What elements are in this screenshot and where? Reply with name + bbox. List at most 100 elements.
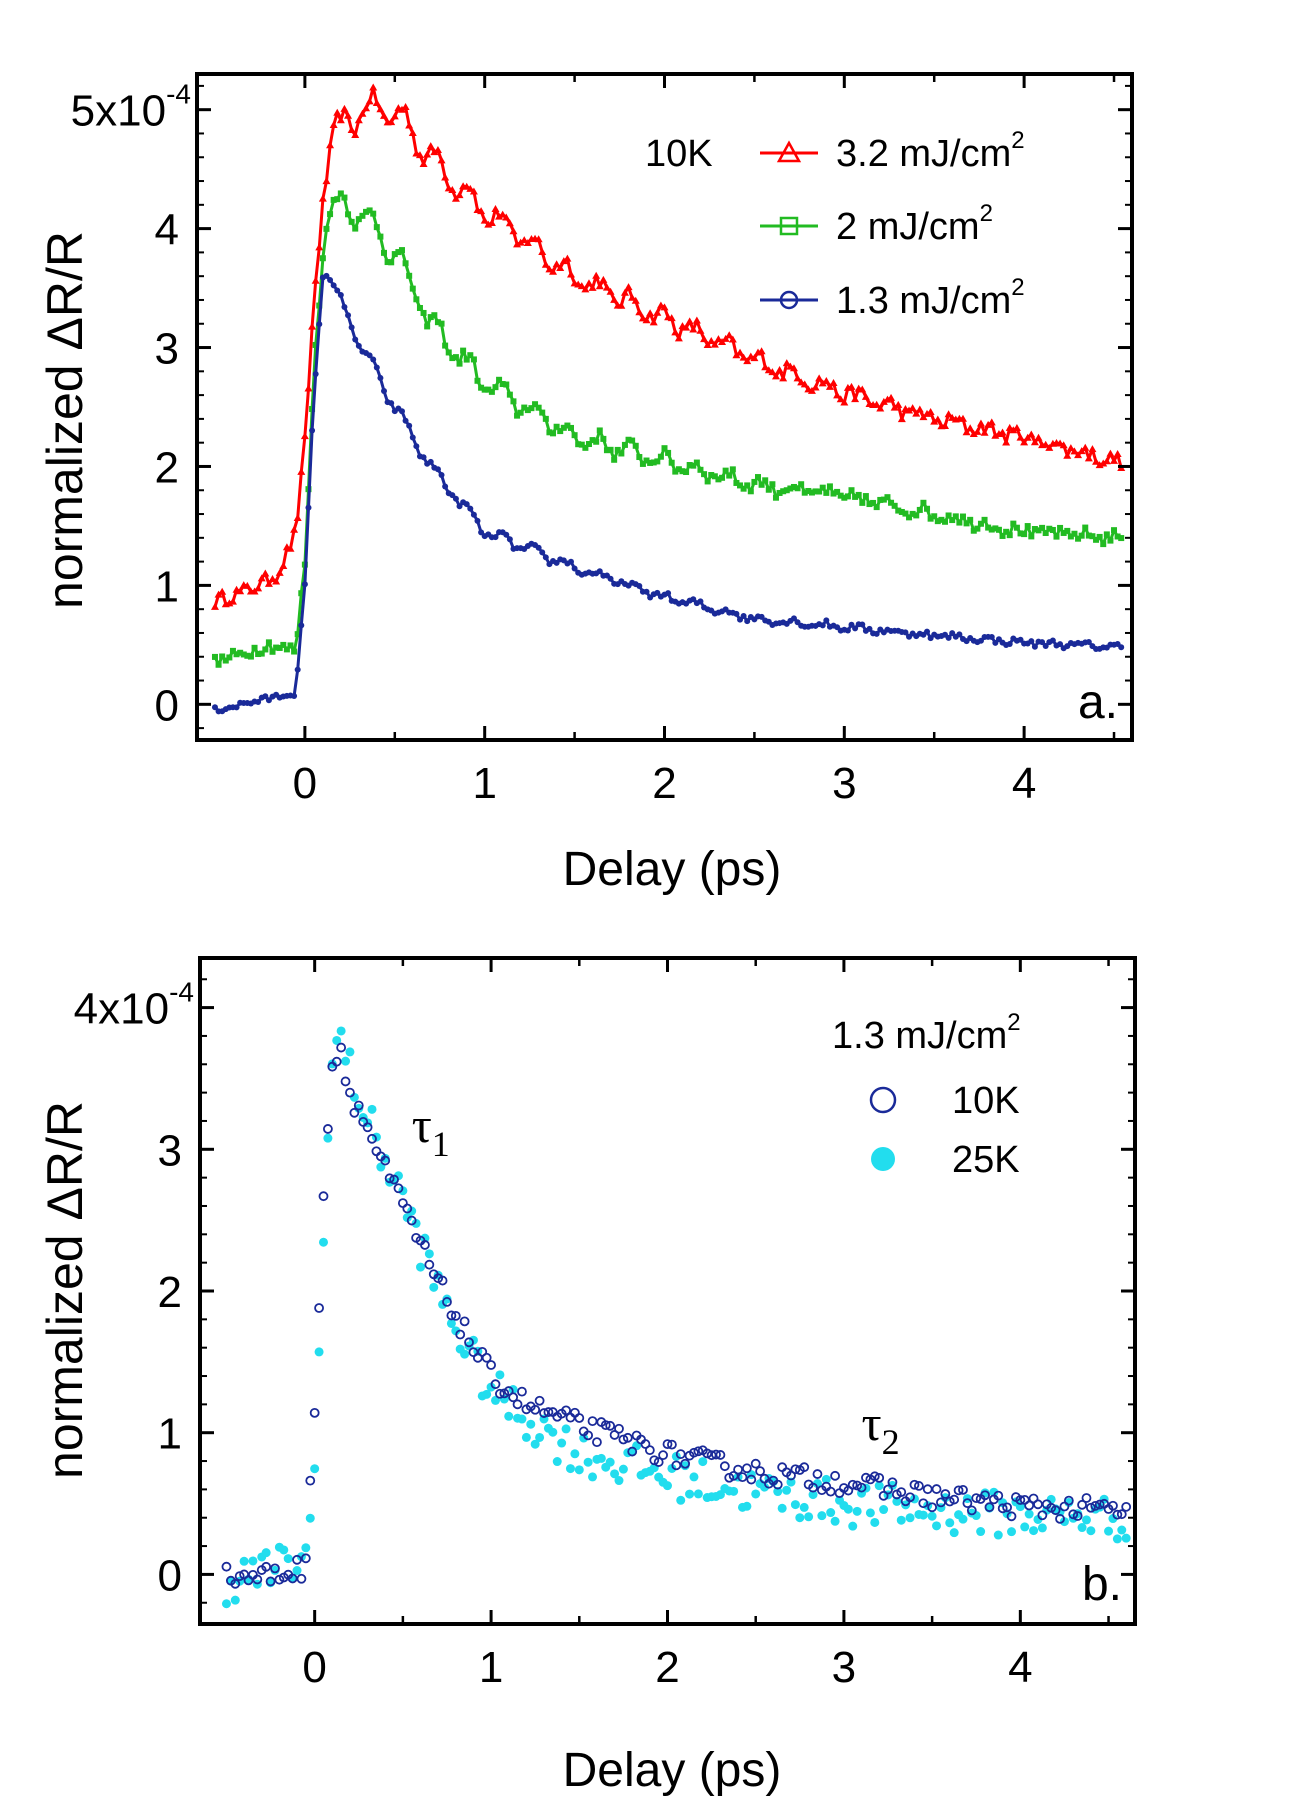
panel-b-series-0-point — [389, 1174, 399, 1185]
panel-a-series-1-point — [560, 424, 567, 431]
panel-b-series-1-point — [490, 1395, 500, 1405]
panel-a-series-0-point — [358, 109, 367, 117]
panel-a-series-2-point — [438, 471, 445, 478]
panel-a-series-0-point — [315, 243, 324, 251]
panel-a-series-1-point — [1075, 535, 1082, 542]
panel-b-series-0-point — [790, 1464, 801, 1475]
panel-a-series-1-point — [1021, 531, 1028, 538]
panel-b-series-0-point — [772, 1479, 783, 1490]
panel-a-series-1-point — [977, 520, 984, 527]
panel-a-series-1-point — [521, 404, 528, 411]
panel-a-series-0-point — [602, 283, 611, 291]
panel-a-series-1-point — [755, 474, 761, 481]
panel-a-series-1-point — [639, 460, 646, 467]
panel-b-series-0-point — [406, 1215, 417, 1226]
panel-b-series-0-point — [913, 1481, 924, 1491]
panel-a-series-1-point — [496, 376, 503, 383]
panel-a-series-1-point — [470, 356, 477, 363]
panel-b-series-0-point — [1037, 1510, 1048, 1521]
panel-a-series-0 — [210, 83, 1126, 610]
panel-b-series-0-point — [450, 1310, 461, 1321]
panel-b-series-1-point — [685, 1489, 695, 1499]
panel-a-series-2-point — [945, 634, 952, 641]
panel-a-series-1-point — [1111, 527, 1118, 534]
panel-a-series-0-point — [631, 296, 640, 304]
panel-b-series-1-point — [689, 1472, 699, 1482]
panel-a-series-0-point — [466, 184, 475, 192]
panel-a-series-1-point — [672, 468, 679, 475]
panel-b-series-1-point — [949, 1528, 959, 1538]
panel-a-series-1-point — [614, 446, 621, 453]
panel-a-series-1-point — [1010, 520, 1017, 527]
panel-a-series-0-point — [297, 467, 306, 475]
panel-a-series-1-point — [413, 296, 420, 303]
panel-b-series-0-point — [618, 1434, 629, 1445]
panel-b-ytick-label-2: 2 — [158, 1268, 182, 1317]
panel-b-series-0-point — [592, 1437, 602, 1448]
panel-a-series-1-point — [359, 212, 366, 219]
panel-a-series-2-point — [643, 588, 650, 595]
panel-a-series-1-point — [729, 466, 736, 473]
panel-b-series-0-point — [345, 1087, 355, 1098]
panel-a-xtick-label-4: 4 — [1012, 759, 1036, 808]
panel-a-series-0-point — [495, 212, 504, 220]
panel-a-series-1-point — [388, 259, 395, 266]
panel-a-series-1-point — [862, 493, 869, 500]
panel-b-series-0-point — [693, 1446, 704, 1457]
panel-b-series-1-point — [1121, 1533, 1131, 1543]
panel-a-series-1-point — [596, 427, 603, 434]
panel-a-series-0-point — [408, 128, 417, 136]
panel-a-series-0-point — [308, 322, 317, 330]
panel-a-series-2 — [211, 272, 1125, 715]
panel-a-series-1-point — [693, 459, 700, 466]
panel-a-series-1-point — [568, 424, 574, 431]
panel-a-series-1-point — [298, 590, 305, 597]
panel-b-series-1-point — [557, 1438, 567, 1448]
panel-a-series-2-point — [1028, 638, 1035, 645]
panel-a-series-0-point — [1012, 423, 1021, 431]
panel-b-series-1-point — [341, 1056, 351, 1066]
panel-b-series-1-point — [349, 1092, 359, 1102]
panel-a-series-1-point — [737, 482, 744, 489]
panel-a-series-1-point — [1035, 527, 1042, 534]
panel-a-series-1-point — [643, 457, 650, 464]
panel-b-series-0-point — [1112, 1509, 1123, 1520]
panel-b-series-1-point — [958, 1514, 968, 1524]
panel-a-series-0-point — [757, 347, 766, 355]
panel-a-series-0-point — [879, 397, 888, 405]
panel-a-series-1-point — [657, 453, 664, 460]
panel-a-series-1-point — [456, 360, 463, 367]
panel-b-series-0-point — [883, 1484, 893, 1495]
panel-b-series-0-point — [869, 1471, 880, 1482]
panel-b-series-1-point — [393, 1171, 403, 1181]
panel-b-series-1-point — [1029, 1526, 1039, 1536]
panel-b-series-1-point — [318, 1237, 328, 1247]
panel-b-series-0-point — [1072, 1511, 1083, 1521]
panel-a-series-0-point — [509, 227, 518, 235]
panel-a-series-1-point — [776, 489, 783, 496]
panel-a-series-0-point — [1030, 438, 1039, 446]
panel-b-series-0-point — [847, 1479, 858, 1490]
panel-a-series-0-point — [505, 219, 514, 227]
panel-b-series-1-point — [1086, 1526, 1096, 1536]
panel-a-series-1-point — [621, 441, 628, 448]
panel-a-series-1-point — [837, 492, 844, 499]
panel-a-series-0-point — [958, 414, 967, 422]
panel-b-series-0-point — [918, 1498, 929, 1509]
panel-a-series-0-point — [822, 377, 831, 385]
panel-a-series-1-point — [762, 477, 769, 484]
panel-a-series-0-point — [933, 415, 942, 423]
panel-a-series-0-point — [380, 111, 388, 119]
panel-b-annotation-1: τ2 — [862, 1395, 900, 1462]
panel-a-series-2-point — [467, 505, 474, 512]
panel-a-series-0-point — [264, 579, 273, 587]
panel-a-series-1-point — [460, 347, 467, 354]
panel-a-series-0-point — [714, 335, 723, 343]
panel-a-series-1-point — [607, 446, 614, 453]
panel-a-series-2-point — [381, 388, 387, 395]
panel-a-series-1-point — [798, 481, 805, 488]
panel-a-series-0-point — [1059, 441, 1068, 449]
panel-a-series-1-point — [985, 524, 992, 531]
panel-a-series-0-point — [700, 335, 709, 343]
panel-a-series-0-point — [1041, 440, 1050, 448]
